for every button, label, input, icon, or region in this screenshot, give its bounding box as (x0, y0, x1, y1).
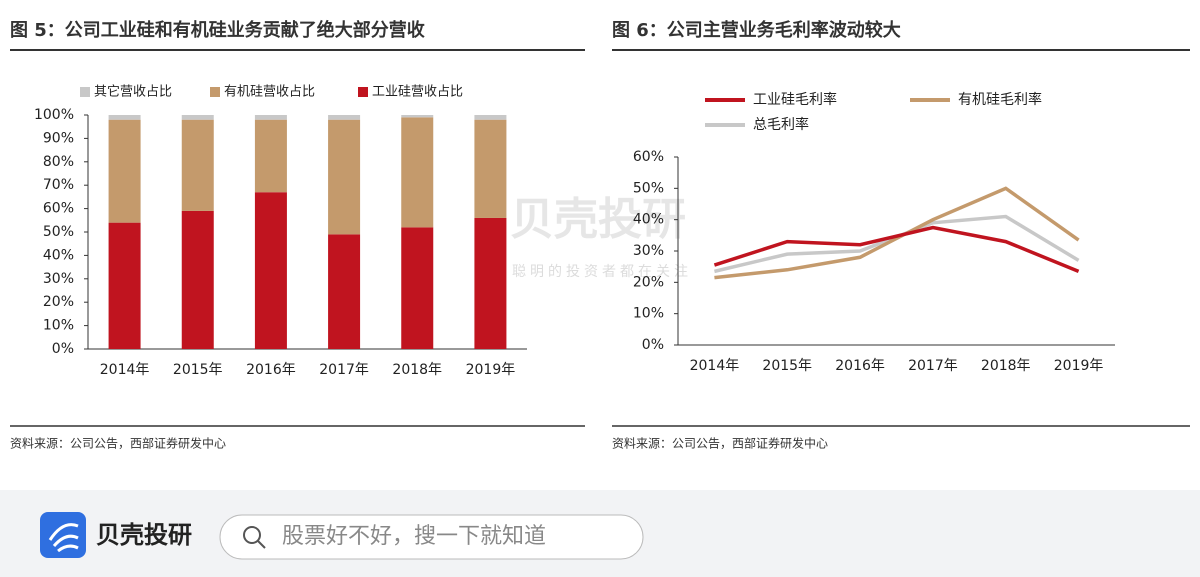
x-tick-label: 2014年 (100, 362, 150, 378)
x-tick-label: 2019年 (466, 362, 516, 378)
y-tick-label: 70% (43, 177, 74, 193)
series-line (714, 214, 1080, 274)
x-tick-label: 2019年 (1054, 358, 1104, 374)
x-tick-label: 2015年 (173, 362, 223, 378)
x-tick-label: 2018年 (981, 358, 1031, 374)
bar-segment (181, 119, 214, 211)
legend-label: 工业硅营收占比 (372, 85, 463, 100)
y-tick-label: 30% (633, 243, 664, 259)
y-tick-label: 100% (34, 107, 74, 123)
chart-title: 图 6：公司主营业务毛利率波动较大 (612, 19, 901, 41)
bar-segment (401, 117, 434, 228)
bar-segment (108, 222, 141, 349)
legend-label: 有机硅毛利率 (958, 91, 1042, 108)
bar-segment (401, 227, 434, 349)
x-tick-label: 2015年 (762, 358, 812, 374)
search-icon (257, 540, 266, 549)
bar-segment (474, 217, 507, 349)
legend-label: 工业硅毛利率 (753, 91, 837, 108)
watermark: 贝壳投研 (510, 194, 686, 245)
legend-label: 其它营收占比 (94, 84, 172, 100)
footer-brand[interactable]: 贝壳投研 (96, 521, 192, 549)
y-tick-label: 0% (52, 341, 74, 357)
source-note: 资料来源：公司公告，西部证券研发中心 (10, 436, 226, 451)
legend-label: 总毛利率 (753, 116, 809, 133)
bar-segment (328, 234, 361, 349)
bar-segment (108, 119, 141, 223)
source-note: 资料来源：公司公告，西部证券研发中心 (612, 436, 828, 451)
y-tick-label: 40% (633, 212, 664, 228)
x-tick-label: 2014年 (690, 358, 740, 374)
bar-segment (181, 115, 214, 120)
x-tick-label: 2017年 (908, 358, 958, 374)
y-tick-label: 0% (642, 337, 664, 353)
bar-segment (474, 115, 507, 120)
bar-segment (254, 119, 287, 193)
series-line (713, 225, 1080, 273)
y-tick-label: 20% (43, 294, 74, 310)
y-tick-label: 80% (43, 154, 74, 170)
legend-label: 有机硅营收占比 (224, 85, 315, 100)
y-tick-label: 90% (43, 130, 74, 146)
bar-segment (401, 115, 434, 118)
x-tick-label: 2016年 (246, 362, 296, 378)
x-tick-label: 2018年 (392, 362, 442, 378)
y-tick-label: 50% (43, 224, 74, 240)
x-tick-label: 2017年 (319, 362, 369, 378)
y-tick-label: 60% (633, 149, 664, 165)
legend-swatch (358, 87, 368, 97)
bar-segment (254, 115, 287, 120)
bar-segment (328, 119, 361, 235)
bar-segment (108, 115, 141, 120)
y-tick-label: 10% (43, 318, 74, 334)
search-box[interactable] (219, 514, 644, 560)
logo[interactable] (40, 512, 86, 558)
x-tick-label: 2016年 (835, 358, 885, 374)
bar-segment (474, 119, 507, 218)
chart-title: 图 5：公司工业硅和有机硅业务贡献了绝大部分营收 (10, 19, 425, 41)
bar-segment (181, 210, 214, 349)
search-icon (243, 526, 261, 544)
bar-segment (254, 192, 287, 349)
y-tick-label: 30% (43, 271, 74, 287)
y-tick-label: 20% (633, 274, 664, 290)
legend-swatch (210, 87, 220, 97)
y-tick-label: 40% (43, 247, 74, 263)
y-tick-label: 60% (43, 201, 74, 217)
search-placeholder[interactable]: 股票好不好，搜一下就知道 (282, 524, 546, 549)
legend-swatch (80, 87, 90, 97)
watermark-slogan: 聪明的投资者都在关注 (512, 264, 692, 280)
y-tick-label: 10% (633, 306, 664, 322)
y-tick-label: 50% (633, 180, 664, 196)
series-line (714, 186, 1080, 280)
logo-mark (48, 523, 79, 553)
bar-segment (328, 115, 361, 120)
